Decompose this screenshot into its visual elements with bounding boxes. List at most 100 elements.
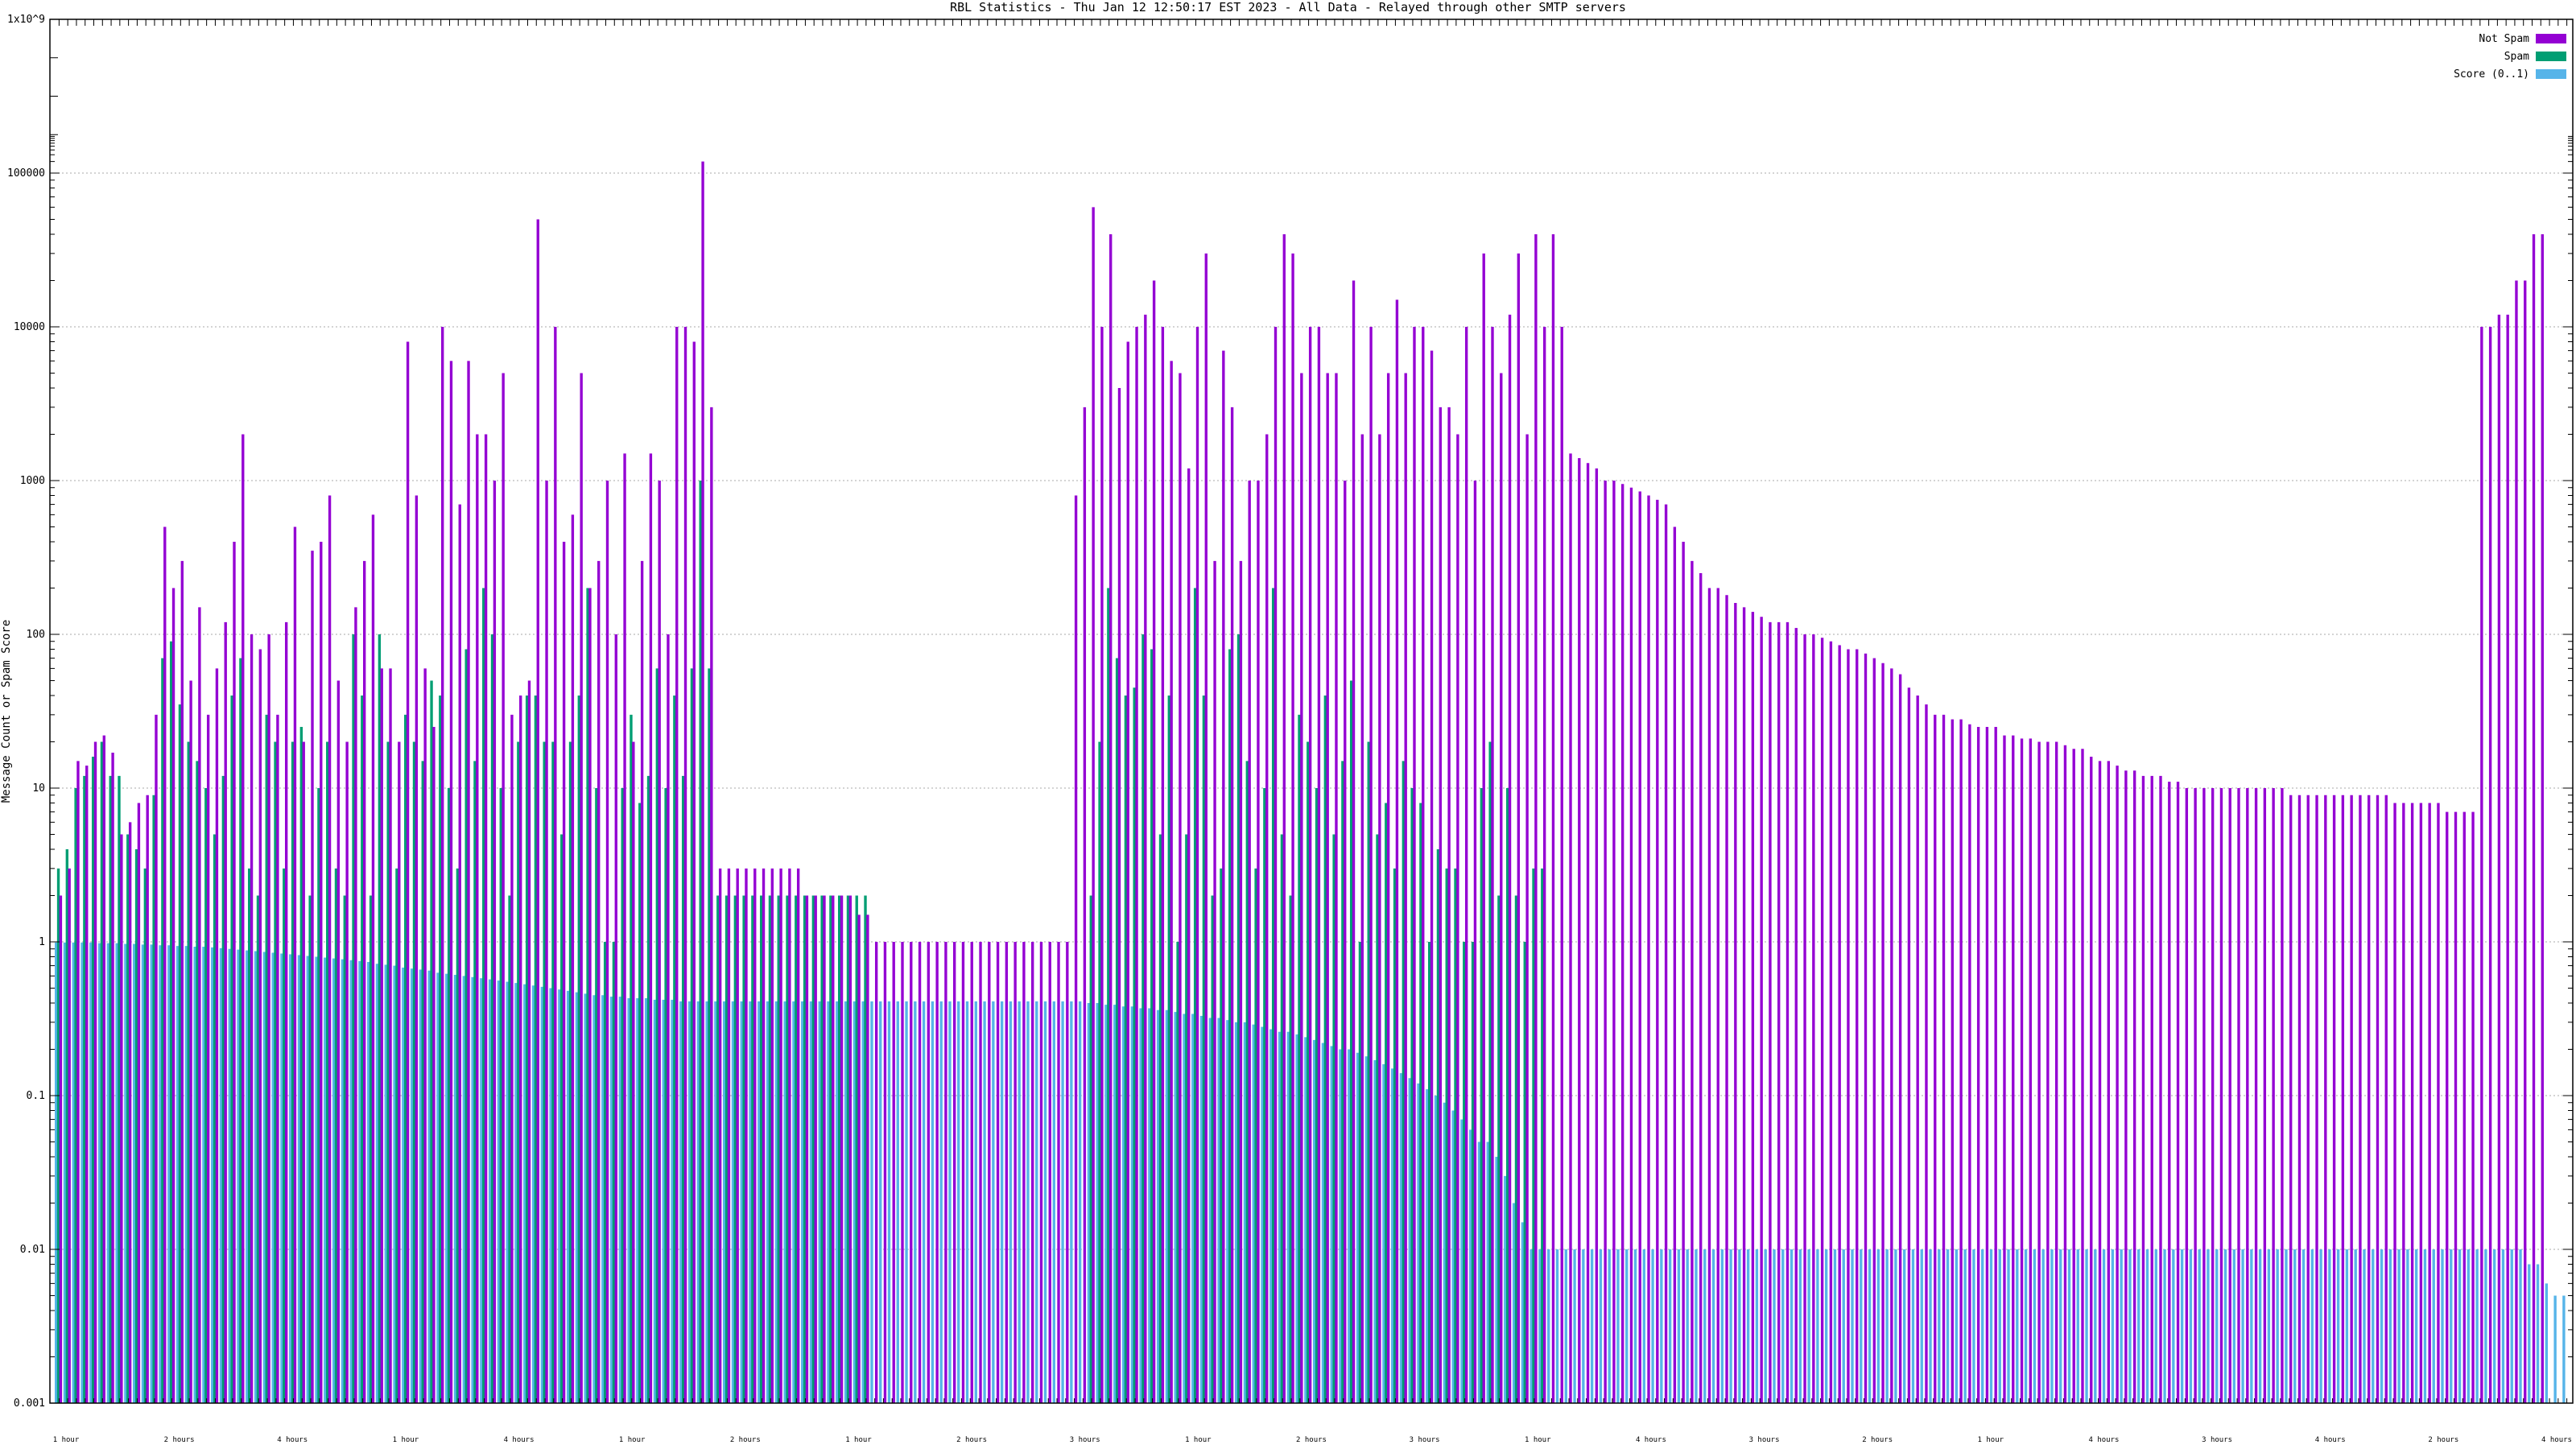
bar-score (306, 956, 309, 1403)
bar-spam (1523, 942, 1526, 1403)
bar-score (2458, 1249, 2462, 1403)
bar-not-spam (1760, 617, 1763, 1403)
bar-spam (100, 741, 104, 1403)
bar-not-spam (380, 668, 383, 1403)
bar-not-spam (1005, 942, 1009, 1403)
bar-not-spam (1994, 726, 1997, 1403)
bar-spam (239, 658, 242, 1403)
bar-not-spam (2497, 314, 2501, 1404)
bar-score (2293, 1249, 2297, 1403)
bar-not-spam (623, 453, 626, 1403)
bar-not-spam (354, 607, 357, 1403)
x-group-label: 1 hour (1978, 1436, 2004, 1444)
bar-not-spam (683, 327, 687, 1403)
bar-score (1286, 1031, 1290, 1403)
bar-not-spam (2324, 795, 2327, 1403)
bar-score (965, 1001, 969, 1403)
bar-score (861, 1001, 865, 1403)
bar-score (696, 1001, 700, 1403)
bar-score (297, 955, 301, 1403)
bar-score (506, 981, 509, 1403)
bar-not-spam (2393, 803, 2396, 1403)
bar-spam (846, 895, 850, 1403)
bar-score (905, 1001, 908, 1403)
bar-not-spam (944, 942, 947, 1403)
bar-spam (56, 868, 60, 1403)
bar-score (758, 1001, 761, 1403)
bar-not-spam (93, 741, 97, 1403)
bar-not-spam (1187, 468, 1191, 1403)
bar-score (184, 946, 188, 1403)
bar-score (1860, 1249, 1863, 1403)
bar-score (1252, 1024, 1255, 1403)
bar-score (1711, 1249, 1715, 1403)
bar-not-spam (1569, 453, 1572, 1403)
bar-score (1564, 1249, 1567, 1403)
bar-score (367, 961, 370, 1403)
bar-spam (1402, 761, 1406, 1403)
bar-not-spam (2402, 803, 2405, 1403)
x-group-label: 2 hours (956, 1436, 987, 1444)
bar-spam (91, 757, 95, 1403)
bar-not-spam (2116, 766, 2119, 1403)
bar-not-spam (1013, 942, 1017, 1403)
bar-score (1633, 1249, 1637, 1403)
bar-score (1773, 1249, 1776, 1403)
bar-score (948, 1001, 952, 1403)
bar-not-spam (1656, 499, 1659, 1403)
y-tick-label: 100 (27, 629, 45, 641)
bar-score (1851, 1249, 1854, 1403)
bar-not-spam (1222, 350, 1225, 1403)
bar-not-spam (2003, 735, 2006, 1403)
bar-not-spam (1508, 314, 1512, 1404)
bar-not-spam (137, 803, 141, 1403)
bar-score (1530, 1249, 1533, 1403)
bar-score (1009, 1001, 1013, 1403)
bar-score (1130, 1006, 1134, 1403)
bar-score (627, 998, 630, 1403)
bar-not-spam (788, 868, 791, 1403)
bar-score (1738, 1249, 1741, 1403)
y-tick-label: 0.1 (27, 1090, 45, 1102)
bar-not-spam (1395, 299, 1399, 1403)
bar-score (2250, 1249, 2253, 1403)
bar-spam (568, 741, 572, 1403)
bar-score (2033, 1249, 2037, 1403)
bar-not-spam (2263, 788, 2267, 1403)
bar-score (228, 948, 231, 1403)
bar-not-spam (293, 526, 297, 1403)
bar-score (1868, 1249, 1872, 1403)
bar-score (1356, 1052, 1360, 1403)
bar-not-spam (571, 514, 575, 1404)
bar-not-spam (2020, 738, 2024, 1403)
y-tick-label: 100000 (7, 167, 45, 180)
bar-not-spam (336, 680, 341, 1403)
bar-spam (1167, 696, 1170, 1403)
bar-not-spam (1239, 560, 1243, 1403)
bar-spam (838, 895, 841, 1403)
bar-not-spam (120, 834, 123, 1403)
bar-score (1078, 1001, 1082, 1403)
bar-not-spam (779, 868, 782, 1403)
bar-not-spam (1257, 481, 1260, 1403)
x-group-label: 1 hour (1185, 1436, 1212, 1444)
bar-score (1035, 1001, 1038, 1403)
bar-not-spam (1413, 327, 1416, 1403)
bar-not-spam (1066, 942, 1069, 1403)
bar-spam (439, 696, 442, 1403)
bar-score (1894, 1249, 1897, 1403)
bar-score (818, 1001, 821, 1403)
bar-score (55, 942, 58, 1403)
bar-not-spam (2063, 745, 2067, 1403)
bar-spam (742, 895, 745, 1403)
bar-spam (1410, 788, 1414, 1403)
bar-not-spam (171, 588, 175, 1403)
bar-not-spam (2141, 775, 2145, 1403)
legend-swatch (2536, 34, 2566, 43)
bar-spam (265, 714, 268, 1403)
bar-spam (1254, 868, 1257, 1403)
bar-not-spam (233, 542, 236, 1403)
bar-spam (1141, 634, 1145, 1403)
bar-spam (178, 704, 182, 1403)
bar-score (1824, 1249, 1828, 1403)
